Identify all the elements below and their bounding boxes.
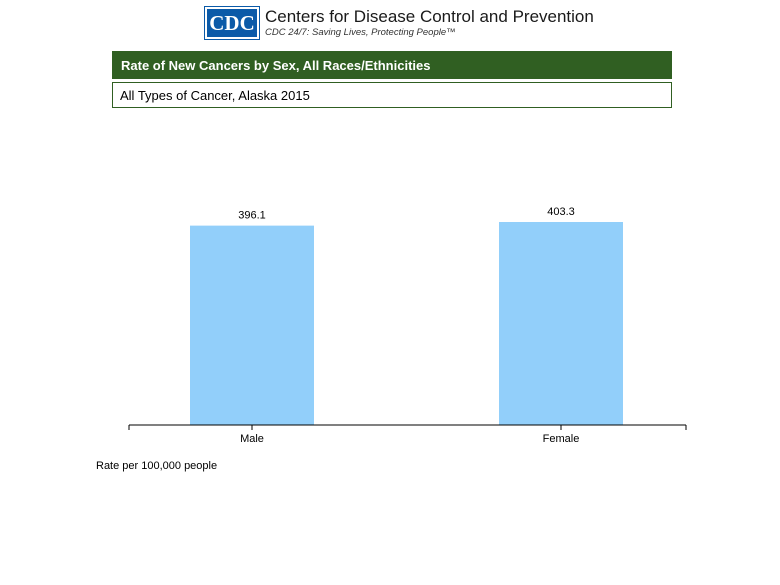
- footnote: Rate per 100,000 people: [96, 460, 218, 472]
- bar-male: [190, 225, 314, 425]
- x-tick-label-female: Female: [543, 433, 580, 445]
- cdc-header: CDC Centers for Disease Control and Prev…: [204, 5, 594, 41]
- org-block: Centers for Disease Control and Preventi…: [265, 8, 594, 38]
- cdc-logo: CDC: [204, 6, 260, 40]
- bar-female: [499, 222, 623, 425]
- chart-subtitle: All Types of Cancer, Alaska 2015: [112, 82, 672, 108]
- x-tick-label-male: Male: [240, 433, 264, 445]
- org-name: Centers for Disease Control and Preventi…: [265, 7, 594, 27]
- data-label-female: 403.3: [547, 206, 575, 218]
- org-tagline: CDC 24/7: Saving Lives, Protecting Peopl…: [265, 27, 456, 39]
- data-label-male: 396.1: [238, 210, 266, 222]
- chart-title: Rate of New Cancers by Sex, All Races/Et…: [112, 51, 672, 79]
